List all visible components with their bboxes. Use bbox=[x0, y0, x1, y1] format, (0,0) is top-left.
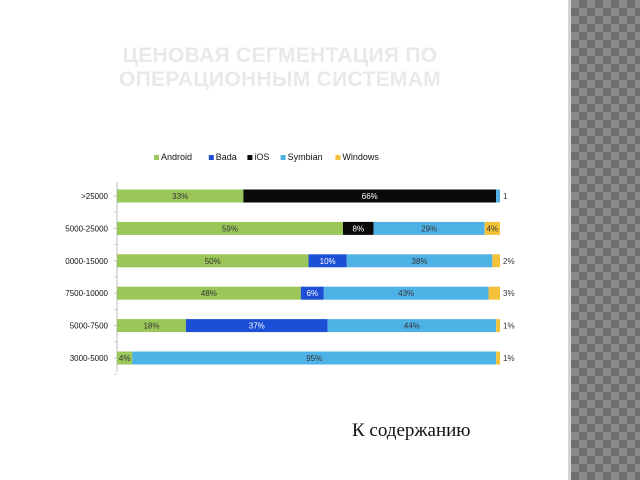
slide-title-line-1: ЦЕНОВАЯ СЕГМЕНТАЦИЯ ПО bbox=[122, 44, 438, 67]
bar-segment-windows bbox=[488, 286, 500, 300]
data-label: 48% bbox=[201, 289, 217, 298]
data-label: 1 bbox=[503, 192, 508, 201]
pattern-edge bbox=[568, 0, 571, 480]
bar-segment-android bbox=[117, 286, 301, 300]
data-label: 37% bbox=[249, 322, 265, 331]
legend-swatch-ios bbox=[247, 155, 253, 160]
bar-segment-android bbox=[117, 221, 343, 235]
bar-segment-symbian bbox=[496, 189, 500, 203]
bar-segment-bada bbox=[300, 286, 324, 300]
legend-swatch-bada bbox=[208, 155, 214, 160]
data-label: 10% bbox=[320, 257, 336, 266]
data-label: 4% bbox=[487, 224, 499, 233]
bar-segment-symbian bbox=[327, 319, 497, 333]
bar-segment-symbian bbox=[323, 286, 489, 300]
category-label: 5000-7500 bbox=[70, 322, 109, 331]
legend-swatch-android bbox=[154, 155, 159, 160]
data-label: 18% bbox=[143, 322, 159, 331]
slide-title: ЦЕНОВАЯ СЕГМЕНТАЦИЯ ПО ОПЕРАЦИОННЫМ СИСТ… bbox=[30, 44, 530, 92]
legend-label-bada: Bada bbox=[216, 152, 237, 162]
category-label: >25000 bbox=[81, 192, 108, 201]
legend-label-windows: Windows bbox=[342, 152, 379, 162]
data-label: 6% bbox=[307, 289, 319, 298]
data-label: 95% bbox=[306, 354, 322, 363]
category-label: 7500-10000 bbox=[65, 289, 108, 298]
bar-segment-windows bbox=[496, 319, 500, 333]
data-label: 1% bbox=[503, 322, 515, 331]
data-label: 66% bbox=[362, 192, 378, 201]
bar-segment-bada bbox=[308, 254, 347, 268]
data-label: 38% bbox=[412, 257, 428, 266]
data-label: 3% bbox=[503, 289, 515, 298]
bar-segment-symbian bbox=[373, 221, 485, 235]
legend-label-android: Android bbox=[161, 152, 192, 162]
data-label: 1% bbox=[503, 354, 515, 363]
bar-segment-symbian bbox=[346, 254, 493, 268]
data-label: 29% bbox=[421, 224, 437, 233]
bar-segment-android bbox=[117, 189, 244, 203]
bar-segment-android bbox=[117, 351, 133, 365]
slide-title-line-2: ОПЕРАЦИОННЫМ СИСТЕМАМ bbox=[119, 68, 441, 91]
data-label: 44% bbox=[404, 322, 420, 331]
bar-segment-symbian bbox=[132, 351, 497, 365]
data-label: 8% bbox=[353, 224, 365, 233]
bar-segment-android bbox=[117, 319, 186, 333]
data-label: 2% bbox=[503, 257, 515, 266]
data-label: 59% bbox=[222, 224, 238, 233]
category-label: 0000-15000 bbox=[65, 257, 108, 266]
data-label: 33% bbox=[172, 192, 188, 201]
legend-label-symbian: Symbian bbox=[288, 152, 323, 162]
data-label: 43% bbox=[398, 289, 414, 298]
legend-swatch-symbian bbox=[280, 155, 286, 160]
bar-segment-android bbox=[117, 254, 309, 268]
category-label: 3000-5000 bbox=[70, 354, 109, 363]
contents-link[interactable]: К содержанию bbox=[352, 420, 471, 441]
legend-label-ios: iOS bbox=[254, 152, 269, 162]
bar-segment-windows bbox=[496, 351, 500, 365]
decorative-pattern-panel bbox=[571, 0, 640, 480]
category-label: 5000-25000 bbox=[65, 224, 108, 233]
bar-segment-bada bbox=[185, 319, 328, 333]
bar-segment-windows bbox=[484, 221, 500, 235]
data-label: 50% bbox=[205, 257, 221, 266]
legend-swatch-windows bbox=[335, 155, 341, 160]
data-label: 4% bbox=[119, 354, 131, 363]
bar-segment-windows bbox=[492, 254, 500, 268]
bar-segment-ios bbox=[243, 189, 497, 203]
bar-segment-ios bbox=[342, 221, 374, 235]
